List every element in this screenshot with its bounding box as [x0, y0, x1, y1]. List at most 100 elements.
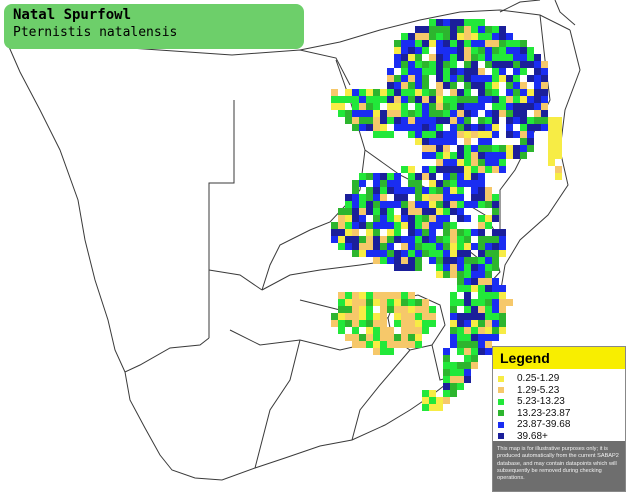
occurrence-cell [534, 89, 541, 96]
occurrence-cell [485, 82, 492, 89]
occurrence-cell [401, 166, 408, 173]
occurrence-cell [422, 47, 429, 54]
occurrence-cell [513, 47, 520, 54]
occurrence-cell [436, 187, 443, 194]
occurrence-cell [373, 131, 380, 138]
occurrence-cell [478, 173, 485, 180]
occurrence-cell [443, 257, 450, 264]
occurrence-cell [492, 159, 499, 166]
occurrence-cell [366, 243, 373, 250]
occurrence-cell [485, 257, 492, 264]
occurrence-cell [359, 201, 366, 208]
occurrence-cell [457, 376, 464, 383]
occurrence-cell [345, 89, 352, 96]
occurrence-cell [415, 54, 422, 61]
occurrence-cell [485, 299, 492, 306]
occurrence-cell [506, 124, 513, 131]
occurrence-cell [380, 250, 387, 257]
occurrence-cell [492, 306, 499, 313]
occurrence-cell [464, 355, 471, 362]
occurrence-cell [429, 138, 436, 145]
occurrence-cell [443, 236, 450, 243]
occurrence-cell [352, 229, 359, 236]
occurrence-cell [345, 320, 352, 327]
occurrence-cell [338, 313, 345, 320]
occurrence-cell [401, 306, 408, 313]
occurrence-cell [464, 327, 471, 334]
occurrence-cell [520, 89, 527, 96]
occurrence-cell [492, 145, 499, 152]
occurrence-cell [401, 236, 408, 243]
occurrence-cell [450, 306, 457, 313]
occurrence-cell [478, 187, 485, 194]
occurrence-cell [408, 264, 415, 271]
occurrence-cell [401, 187, 408, 194]
occurrence-cell [359, 124, 366, 131]
occurrence-cell [352, 250, 359, 257]
occurrence-cell [366, 250, 373, 257]
occurrence-cell [464, 320, 471, 327]
occurrence-cell [485, 166, 492, 173]
occurrence-cell [394, 47, 401, 54]
occurrence-cell [506, 152, 513, 159]
occurrence-cell [380, 201, 387, 208]
legend-list: 0.25-1.29 1.29-5.23 5.23-13.23 13.23-23.… [493, 369, 625, 442]
occurrence-cell [450, 173, 457, 180]
occurrence-cell [464, 376, 471, 383]
occurrence-cell [401, 61, 408, 68]
occurrence-cell [415, 243, 422, 250]
occurrence-cell [401, 215, 408, 222]
occurrence-cell [457, 208, 464, 215]
occurrence-cell [443, 208, 450, 215]
occurrence-cell [408, 68, 415, 75]
occurrence-cell [457, 278, 464, 285]
occurrence-cell [485, 264, 492, 271]
occurrence-cell [464, 103, 471, 110]
occurrence-cell [345, 292, 352, 299]
occurrence-cell [394, 117, 401, 124]
occurrence-cell [541, 124, 548, 131]
occurrence-cell [464, 250, 471, 257]
occurrence-cell [485, 33, 492, 40]
occurrence-cell [492, 215, 499, 222]
occurrence-cell [478, 236, 485, 243]
occurrence-cell [387, 117, 394, 124]
occurrence-cell [443, 215, 450, 222]
occurrence-cell [471, 271, 478, 278]
occurrence-cell [513, 152, 520, 159]
occurrence-cell [359, 117, 366, 124]
occurrence-cell [478, 215, 485, 222]
occurrence-cell [359, 110, 366, 117]
occurrence-cell [485, 313, 492, 320]
occurrence-cell [387, 131, 394, 138]
occurrence-cell [352, 89, 359, 96]
occurrence-cell [415, 194, 422, 201]
occurrence-cell [506, 145, 513, 152]
occurrence-cell [450, 327, 457, 334]
occurrence-cell [457, 201, 464, 208]
occurrence-cell [429, 110, 436, 117]
occurrence-cell [380, 194, 387, 201]
occurrence-cell [415, 26, 422, 33]
occurrence-cell [450, 257, 457, 264]
occurrence-cell [443, 271, 450, 278]
occurrence-cell [436, 145, 443, 152]
occurrence-cell [443, 54, 450, 61]
occurrence-cell [471, 243, 478, 250]
occurrence-cell [422, 145, 429, 152]
occurrence-cell [415, 75, 422, 82]
occurrence-cell [457, 47, 464, 54]
occurrence-cell [422, 82, 429, 89]
occurrence-cell [436, 110, 443, 117]
occurrence-cell [422, 138, 429, 145]
occurrence-cell [555, 152, 562, 159]
occurrence-cell [471, 26, 478, 33]
occurrence-cell [471, 166, 478, 173]
occurrence-cell [471, 180, 478, 187]
occurrence-cell [359, 299, 366, 306]
occurrence-cell [471, 229, 478, 236]
occurrence-cell [478, 285, 485, 292]
species-common-name: Natal Spurfowl [13, 7, 132, 23]
occurrence-cell [373, 173, 380, 180]
